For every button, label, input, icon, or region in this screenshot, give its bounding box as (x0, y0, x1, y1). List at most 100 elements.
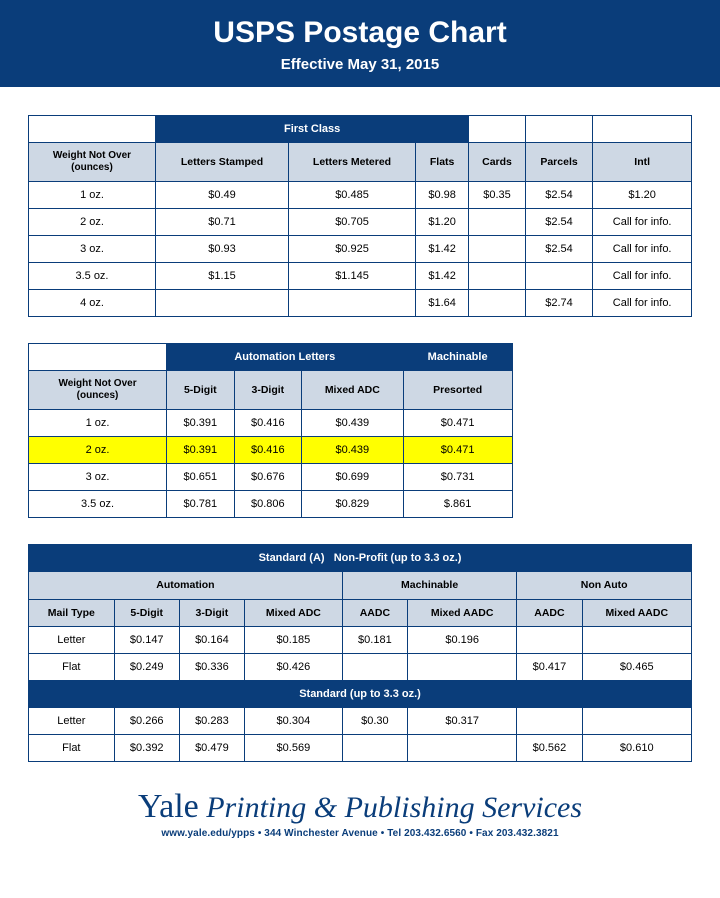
price-cell: $0.439 (302, 437, 403, 464)
machinable-header: Machinable (403, 344, 512, 371)
table-row: Letter$0.266$0.283$0.304$0.30$0.317 (29, 708, 692, 735)
price-cell: $0.485 (288, 182, 415, 209)
table-row: 1 oz.$0.49$0.485$0.98$0.35$2.54$1.20 (29, 182, 692, 209)
col-flats: Flats (416, 143, 469, 182)
price-cell: $1.42 (416, 263, 469, 290)
price-cell (288, 290, 415, 317)
price-cell (342, 654, 407, 681)
price-cell: Call for info. (593, 209, 692, 236)
mail-type-cell: Flat (29, 735, 115, 762)
price-cell: $2.54 (525, 182, 593, 209)
page-subtitle: Effective May 31, 2015 (0, 56, 720, 73)
price-cell: $0.185 (244, 627, 342, 654)
price-cell (469, 236, 525, 263)
nonauto-group: Non Auto (517, 572, 692, 600)
weight-cell: 3 oz. (29, 236, 156, 263)
table-row: 1 oz.$0.391$0.416$0.439$0.471 (29, 410, 513, 437)
price-cell: $2.54 (525, 209, 593, 236)
price-cell: $0.439 (302, 410, 403, 437)
price-cell: $0.164 (179, 627, 244, 654)
price-cell: $0.562 (517, 735, 582, 762)
price-cell: Call for info. (593, 290, 692, 317)
mail-type-cell: Letter (29, 627, 115, 654)
price-cell (469, 209, 525, 236)
price-cell: $1.15 (155, 263, 288, 290)
price-cell: $0.416 (234, 437, 302, 464)
price-cell: $1.145 (288, 263, 415, 290)
price-cell (517, 627, 582, 654)
price-cell: $0.249 (114, 654, 179, 681)
page-footer: Yale Printing & Publishing Services www.… (0, 788, 720, 857)
col-mixed-aadc-na: Mixed AADC (582, 599, 691, 627)
price-cell: $2.54 (525, 236, 593, 263)
col-3digit: 3-Digit (234, 371, 302, 410)
col-mixed-adc: Mixed ADC (302, 371, 403, 410)
price-cell (582, 708, 691, 735)
table-row: 2 oz.$0.391$0.416$0.439$0.471 (29, 437, 513, 464)
table-row: 3.5 oz.$1.15$1.145$1.42 Call for info. (29, 263, 692, 290)
price-cell (407, 654, 516, 681)
weight-cell: 1 oz. (29, 182, 156, 209)
table-row: 3 oz.$0.651$0.676$0.699$0.731 (29, 464, 513, 491)
weight-cell: 3.5 oz. (29, 263, 156, 290)
price-cell: $1.20 (416, 209, 469, 236)
price-cell: $0.651 (167, 464, 235, 491)
price-cell: $0.98 (416, 182, 469, 209)
price-cell: $0.181 (342, 627, 407, 654)
table-row: 2 oz.$0.71$0.705$1.20 $2.54Call for info. (29, 209, 692, 236)
price-cell: $0.781 (167, 491, 235, 518)
price-cell: $.861 (403, 491, 512, 518)
col-aadc-na: AADC (517, 599, 582, 627)
weight-header: Weight Not Over (ounces) (29, 143, 156, 182)
price-cell: $0.705 (288, 209, 415, 236)
price-cell: $1.42 (416, 236, 469, 263)
price-cell: $0.317 (407, 708, 516, 735)
first-class-table: First Class Weight Not Over (ounces) Let… (28, 115, 692, 317)
footer-contact: www.yale.edu/ypps • 344 Winchester Avenu… (0, 828, 720, 839)
price-cell: $0.676 (234, 464, 302, 491)
col-mail-type: Mail Type (29, 599, 115, 627)
col-cards: Cards (469, 143, 525, 182)
price-cell: $0.266 (114, 708, 179, 735)
price-cell: $0.416 (234, 410, 302, 437)
price-cell: $0.925 (288, 236, 415, 263)
price-cell: $0.49 (155, 182, 288, 209)
price-cell: $0.465 (582, 654, 691, 681)
price-cell (469, 290, 525, 317)
price-cell (469, 263, 525, 290)
table-row: 3.5 oz.$0.781$0.806$0.829$.861 (29, 491, 513, 518)
price-cell: $0.471 (403, 410, 512, 437)
first-class-group-header: First Class (155, 116, 468, 143)
price-cell: $0.471 (403, 437, 512, 464)
page-title: USPS Postage Chart (0, 16, 720, 50)
price-cell: $0.806 (234, 491, 302, 518)
price-cell: $2.74 (525, 290, 593, 317)
col-aadc: AADC (342, 599, 407, 627)
price-cell: $0.93 (155, 236, 288, 263)
weight-header: Weight Not Over (ounces) (29, 371, 167, 410)
price-cell: $0.426 (244, 654, 342, 681)
price-cell: Call for info. (593, 236, 692, 263)
price-cell: $0.283 (179, 708, 244, 735)
weight-cell: 3.5 oz. (29, 491, 167, 518)
price-cell: $0.479 (179, 735, 244, 762)
price-cell: $0.71 (155, 209, 288, 236)
weight-cell: 1 oz. (29, 410, 167, 437)
price-cell: $0.196 (407, 627, 516, 654)
col-letters-metered: Letters Metered (288, 143, 415, 182)
weight-cell: 2 oz. (29, 209, 156, 236)
page-header: USPS Postage Chart Effective May 31, 201… (0, 0, 720, 87)
weight-cell: 4 oz. (29, 290, 156, 317)
price-cell (342, 735, 407, 762)
brand-rest: Printing & Publishing Services (199, 791, 582, 824)
col-intl: Intl (593, 143, 692, 182)
standard-table: Standard (A) Non-Profit (up to 3.3 oz.) … (28, 544, 692, 762)
page-content: First Class Weight Not Over (ounces) Let… (0, 115, 720, 762)
price-cell: Call for info. (593, 263, 692, 290)
price-cell: $0.569 (244, 735, 342, 762)
price-cell: $0.391 (167, 410, 235, 437)
mail-type-cell: Letter (29, 708, 115, 735)
standard-title: Standard (up to 3.3 oz.) (29, 681, 692, 708)
automation-letters-header: Automation Letters (167, 344, 404, 371)
weight-cell: 2 oz. (29, 437, 167, 464)
